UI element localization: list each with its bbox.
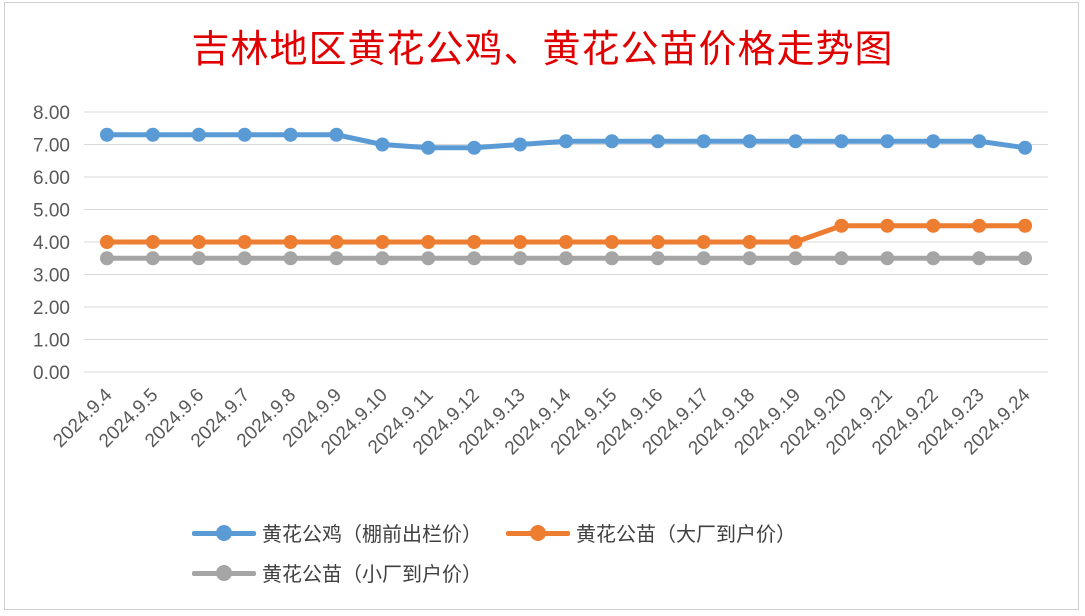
legend-item-series-2[interactable]: 黄花公苗（大厂到户价） <box>506 518 796 547</box>
data-point <box>467 235 482 249</box>
y-tick-label: 5.00 <box>33 201 70 222</box>
y-tick-label: 7.00 <box>33 136 70 157</box>
data-point <box>99 251 114 266</box>
data-point <box>650 134 665 149</box>
chart-title: 吉林地区黄花公鸡、黄花公苗价格走势图 <box>191 27 894 71</box>
data-point <box>604 134 619 149</box>
y-tick-label: 0.00 <box>33 363 70 384</box>
data-point <box>421 235 436 249</box>
data-point <box>375 251 390 266</box>
data-point <box>604 235 619 249</box>
data-point <box>788 235 803 249</box>
data-point <box>880 134 895 149</box>
data-point <box>696 134 711 149</box>
data-point <box>559 251 573 266</box>
data-point <box>742 235 757 249</box>
data-point <box>99 127 114 142</box>
data-point <box>788 134 803 149</box>
data-point <box>421 251 436 266</box>
data-point <box>467 251 482 266</box>
data-point <box>329 251 344 266</box>
data-point <box>1018 251 1033 266</box>
data-point <box>283 251 298 266</box>
data-point <box>237 235 252 249</box>
series-3 <box>99 251 1033 266</box>
data-point <box>191 235 206 249</box>
legend-label-1: 黄花公鸡（棚前出栏价） <box>262 522 482 546</box>
y-tick-label: 1.00 <box>33 331 70 352</box>
data-point <box>1018 140 1033 155</box>
data-point <box>513 251 528 266</box>
data-point <box>467 140 482 155</box>
y-tick-label: 4.00 <box>33 233 70 254</box>
data-point <box>834 218 849 233</box>
data-point <box>1018 218 1033 233</box>
legend-item-series-1[interactable]: 黄花公鸡（棚前出栏价） <box>192 518 482 547</box>
legend-swatch-1 <box>192 523 256 543</box>
data-point <box>191 251 206 266</box>
data-point <box>559 134 573 149</box>
legend-label-2: 黄花公苗（大厂到户价） <box>576 522 796 546</box>
data-point <box>513 137 528 152</box>
data-point <box>742 251 757 266</box>
data-point <box>237 127 252 142</box>
data-point <box>421 140 436 155</box>
legend-label-3: 黄花公苗（小厂到户价） <box>262 562 482 586</box>
data-point <box>972 134 987 149</box>
data-point <box>834 251 849 266</box>
data-point <box>926 218 941 233</box>
data-point <box>145 251 160 266</box>
data-point <box>283 127 298 142</box>
data-point <box>880 251 895 266</box>
data-point <box>375 137 390 152</box>
grid-lines <box>84 111 1048 373</box>
data-point <box>329 127 344 142</box>
data-point <box>191 127 206 142</box>
data-point <box>283 235 298 249</box>
data-point <box>696 251 711 266</box>
series-2 <box>99 218 1033 249</box>
legend-swatch-3 <box>192 563 256 583</box>
legend-swatch-2 <box>506 523 570 543</box>
y-axis-ticks: 0.00 1.00 2.00 3.00 4.00 5.00 6.00 7.00 8.00 <box>33 103 70 384</box>
data-point <box>513 235 528 249</box>
data-point <box>145 127 160 142</box>
data-point <box>742 134 757 149</box>
y-tick-label: 2.00 <box>33 298 70 319</box>
data-point <box>696 235 711 249</box>
y-tick-label: 8.00 <box>33 103 70 124</box>
data-point <box>972 251 987 266</box>
data-point <box>559 235 573 249</box>
series-layer <box>99 127 1033 266</box>
data-point <box>788 251 803 266</box>
data-point <box>145 235 160 249</box>
data-point <box>926 134 941 149</box>
data-point <box>880 218 895 233</box>
data-point <box>650 235 665 249</box>
y-tick-label: 6.00 <box>33 168 70 189</box>
legend-item-series-3[interactable]: 黄花公苗（小厂到户价） <box>192 558 482 587</box>
x-axis-ticks: 2024.9.42024.9.52024.9.62024.9.72024.9.8… <box>49 384 1035 459</box>
data-point <box>237 251 252 266</box>
chart-frame <box>4 2 1079 610</box>
y-tick-label: 3.00 <box>33 266 70 287</box>
data-point <box>99 235 114 249</box>
data-point <box>650 251 665 266</box>
data-point <box>972 218 987 233</box>
data-point <box>604 251 619 266</box>
series-1 <box>99 127 1033 155</box>
data-point <box>329 235 344 249</box>
data-point <box>375 235 390 249</box>
data-point <box>834 134 849 149</box>
data-point <box>926 251 941 266</box>
